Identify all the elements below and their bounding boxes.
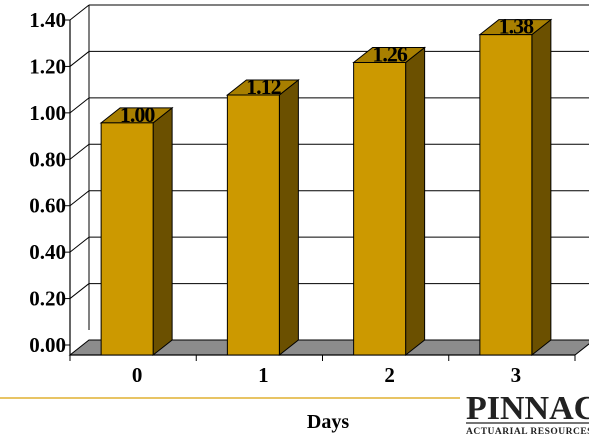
x-axis-title: Days	[307, 411, 349, 433]
y-tick-label: 0.60	[29, 194, 66, 218]
data-labels: 1.00 1.12 1.26 1.38	[120, 14, 535, 127]
y-tick-label: 1.00	[29, 101, 66, 125]
bar-front	[226, 94, 280, 356]
pinnacle-logo: PINNACLE ACTUARIAL RESOURCES, INC.	[466, 390, 589, 437]
y-tick-label: 0.80	[29, 147, 66, 171]
bar-side	[405, 46, 426, 357]
gridline-side	[69, 97, 90, 114]
gridline-side	[69, 143, 90, 160]
logo-tagline: ACTUARIAL RESOURCES, INC.	[466, 427, 589, 437]
logo-name: PINNACLE	[466, 390, 589, 427]
gridline-side	[69, 4, 90, 21]
bar-side	[278, 78, 299, 357]
bar	[225, 78, 300, 357]
bar-side	[152, 106, 173, 357]
bar-side	[531, 18, 552, 357]
x-tick-label: 3	[511, 363, 522, 387]
gridline-side	[69, 283, 90, 299]
bar	[478, 18, 553, 357]
x-tick-label: 0	[132, 363, 143, 387]
gridline-side	[69, 190, 90, 207]
gridline-side	[69, 51, 90, 67]
y-tick-label: 1.40	[29, 8, 66, 32]
bar-front	[100, 122, 154, 356]
x-tick-labels: 0 1 2 3	[132, 363, 521, 387]
x-tick-label: 2	[384, 363, 395, 387]
y-tick-labels: 0.00 0.20 0.40 0.60 0.80 1.00 1.20 1.40	[29, 8, 66, 357]
y-tick-label: 0.00	[29, 333, 66, 357]
data-label: 1.00	[120, 102, 156, 127]
bar	[352, 46, 427, 357]
data-label: 1.26	[372, 42, 408, 67]
y-tick-label: 0.40	[29, 240, 66, 264]
bar	[99, 106, 174, 357]
data-label: 1.38	[499, 14, 535, 39]
bar-front	[479, 34, 533, 356]
bars	[99, 18, 553, 357]
x-tick-label: 1	[258, 363, 269, 387]
data-label: 1.12	[246, 74, 282, 99]
y-tick-label: 0.20	[29, 287, 66, 311]
bar-front	[353, 62, 407, 356]
y-tick-label: 1.20	[29, 54, 66, 78]
gridline-side	[69, 236, 90, 253]
